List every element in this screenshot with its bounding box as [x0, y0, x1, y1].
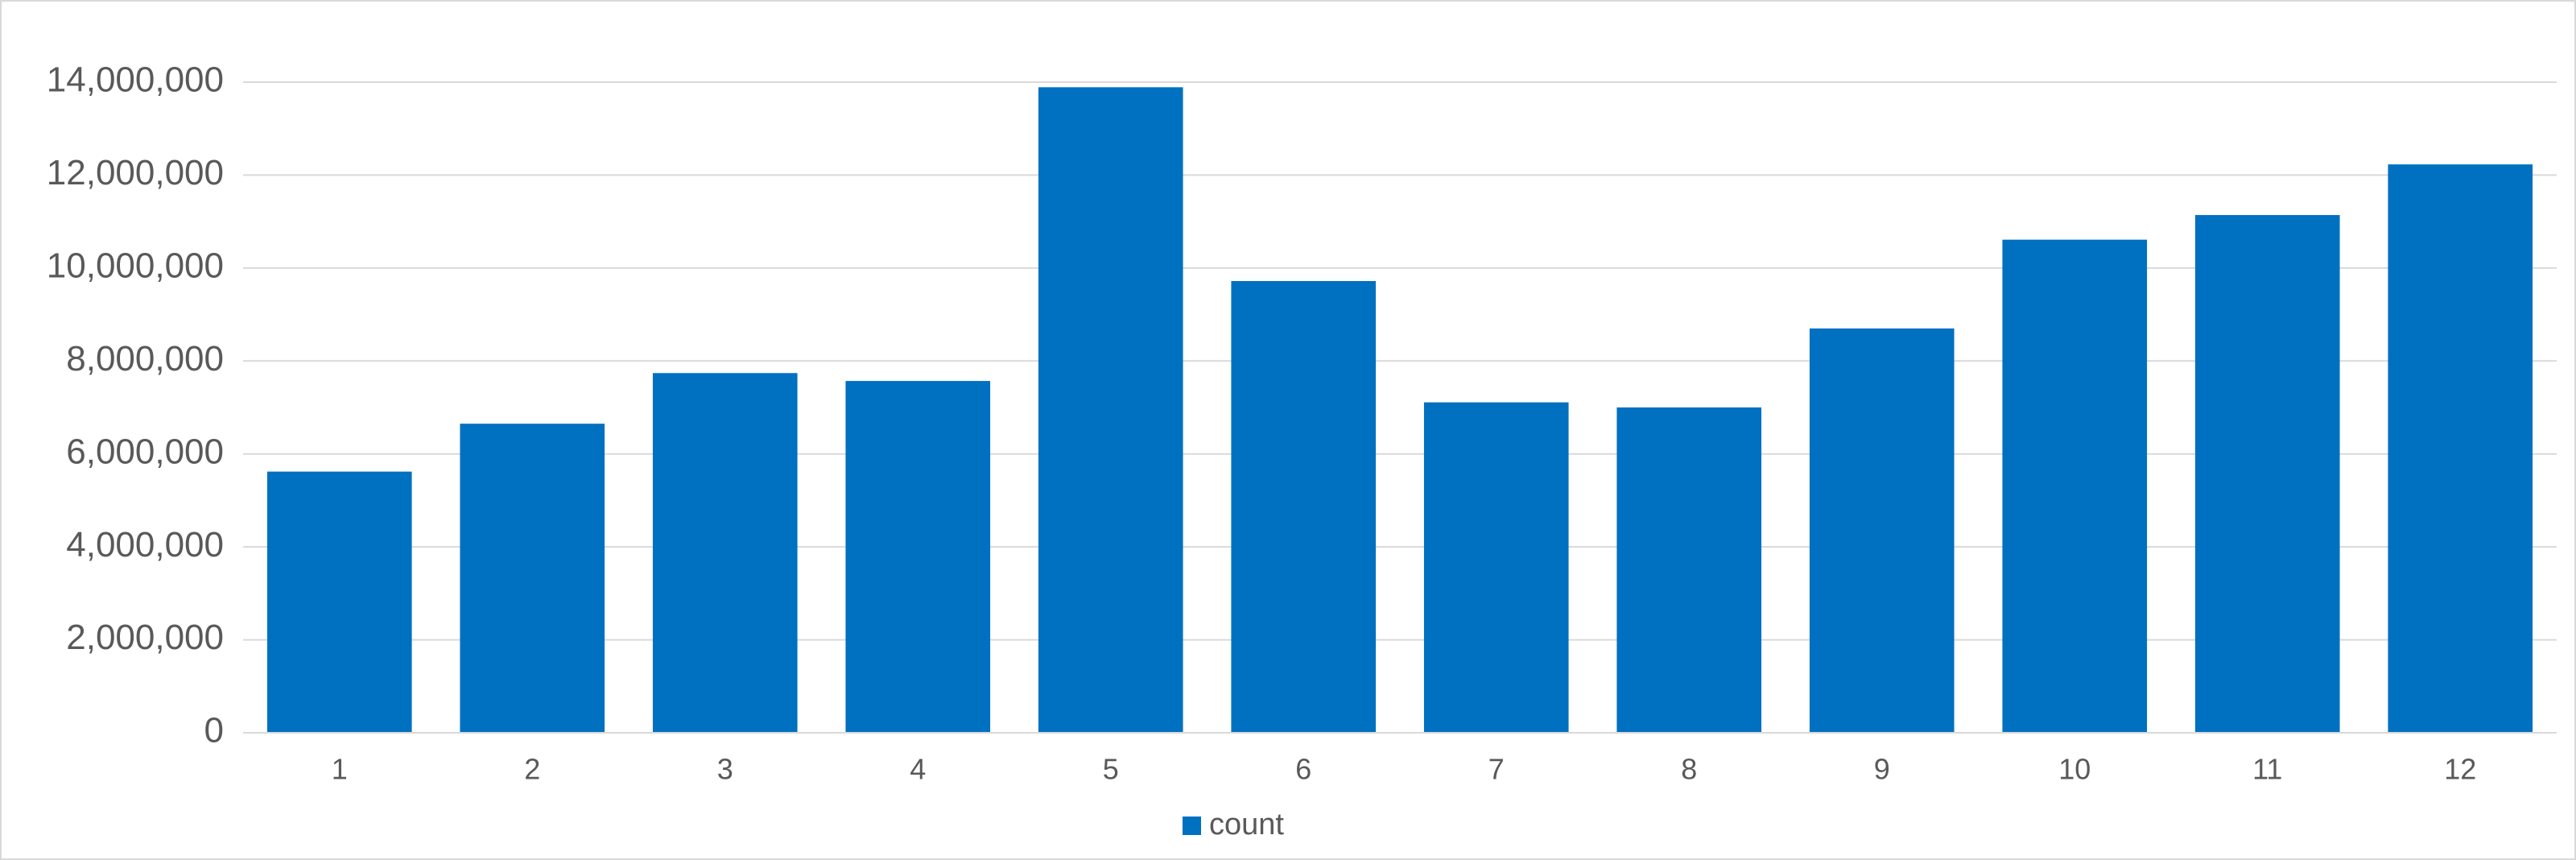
bar: [1038, 87, 1183, 733]
x-tick-label: 9: [1874, 753, 1890, 786]
y-tick-label: 8,000,000: [66, 339, 224, 378]
bar: [2194, 215, 2340, 733]
x-tick-label: 4: [910, 753, 926, 786]
bar: [2002, 239, 2148, 733]
y-tick-label: 0: [204, 711, 224, 750]
y-tick-label: 4,000,000: [66, 525, 224, 564]
legend-label: count: [1209, 808, 1284, 841]
bar: [652, 373, 798, 733]
x-tick-label: 10: [2058, 753, 2091, 786]
y-tick-label: 14,000,000: [47, 60, 224, 100]
bar: [1616, 407, 1762, 733]
y-tick-label: 2,000,000: [66, 618, 224, 657]
legend-swatch: [1183, 817, 1201, 835]
x-tick-label: 1: [332, 753, 348, 786]
x-tick-label: 3: [717, 753, 733, 786]
x-tick-label: 7: [1488, 753, 1505, 786]
bar: [266, 471, 412, 733]
x-tick-label: 11: [2252, 753, 2282, 786]
bar: [1423, 402, 1569, 733]
bar: [1231, 281, 1377, 733]
bar: [1809, 328, 1955, 733]
x-tick-label: 12: [2444, 753, 2476, 786]
bar: [2388, 164, 2533, 733]
bar: [460, 424, 605, 733]
bar: [845, 381, 991, 733]
y-tick-label: 10,000,000: [47, 246, 224, 285]
y-tick-label: 12,000,000: [47, 153, 224, 192]
x-tick-label: 5: [1103, 753, 1119, 786]
y-tick-label: 6,000,000: [66, 432, 224, 471]
x-tick-label: 2: [524, 753, 540, 786]
x-tick-label: 8: [1681, 753, 1697, 786]
x-tick-label: 6: [1295, 753, 1311, 786]
